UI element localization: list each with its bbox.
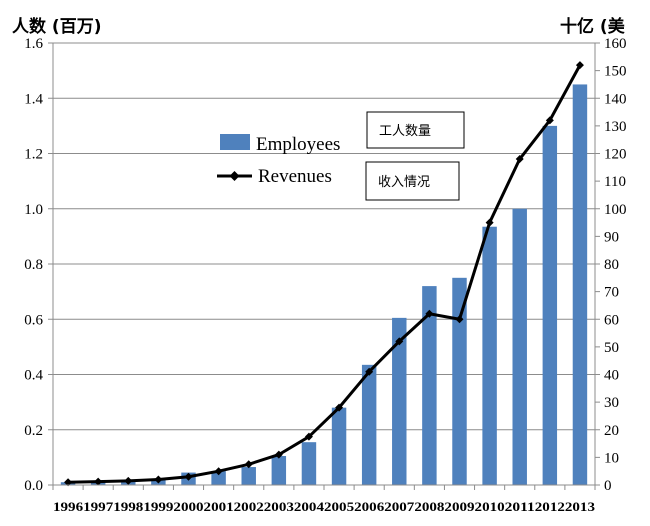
x-tick-label: 2009 xyxy=(444,500,474,514)
x-tick-label: 2011 xyxy=(505,500,535,514)
revenue-point-2002 xyxy=(244,460,253,469)
revenue-point-2000 xyxy=(184,472,193,481)
revenue-point-1997 xyxy=(94,477,103,486)
employee-bar-2006 xyxy=(361,364,377,485)
annotation-employees-text: 工人数量 xyxy=(379,124,431,139)
employee-bar-2008 xyxy=(422,286,437,485)
legend-employees-label: Employees xyxy=(256,134,340,155)
left-tick-label: 0.4 xyxy=(24,368,43,384)
legend-revenues-label: Revenues xyxy=(258,166,332,187)
annotation-revenues-text: 收入情况 xyxy=(378,175,430,190)
right-tick-label: 50 xyxy=(604,340,619,356)
employee-bar-2001 xyxy=(211,471,226,485)
right-tick-label: 0 xyxy=(604,478,612,494)
annotation-revenues: 收入情况 xyxy=(365,161,460,201)
right-tick-label: 130 xyxy=(604,119,627,135)
revenue-point-2003 xyxy=(274,450,283,459)
revenue-point-2012 xyxy=(545,116,554,125)
revenue-point-2006 xyxy=(365,367,374,376)
legend-employees-swatch xyxy=(220,134,250,150)
x-tick-label: 2003 xyxy=(264,500,294,514)
revenue-point-2010 xyxy=(485,218,494,227)
x-tick-label: 1996 xyxy=(53,500,83,514)
x-tick-label: 2010 xyxy=(475,500,505,514)
revenue-point-1996 xyxy=(64,478,73,487)
annotation-employees-box xyxy=(366,111,465,149)
employee-bar-2011 xyxy=(512,208,527,485)
left-tick-label: 0.0 xyxy=(24,478,43,494)
employee-bar-2005 xyxy=(331,407,347,485)
left-axis-title: 人数 (百万) xyxy=(12,16,101,37)
left-axis-ticks: 0.0 0.2 0.4 0.6 0.8 1.0 1.2 1.4 1.6 xyxy=(24,36,53,494)
right-tick-label: 30 xyxy=(604,395,619,411)
x-axis-ticks: 1996 1997 1998 1999 2000 2001 2002 2003 2004 2005… xyxy=(52,485,596,514)
revenue-point-1999 xyxy=(154,475,163,484)
right-tick-label: 20 xyxy=(604,423,619,439)
x-tick-label: 1999 xyxy=(143,500,173,514)
left-tick-label: 0.8 xyxy=(24,257,43,273)
left-tick-label: 1.6 xyxy=(24,36,43,52)
right-axis-ticks: 0 10 20 30 40 50 60 70 80 90 100 110 120 130 140 150 160 xyxy=(595,36,627,494)
legend-revenues-marker xyxy=(229,171,240,181)
revenue-point-2011 xyxy=(515,155,524,164)
x-tick-label: 2000 xyxy=(173,500,203,514)
right-axis-title: 十亿 (美 xyxy=(560,16,626,37)
right-tick-label: 90 xyxy=(604,229,619,245)
x-tick-label: 2008 xyxy=(414,500,444,514)
revenue-line-layer xyxy=(64,61,584,487)
revenue-point-2004 xyxy=(304,432,313,441)
employee-bar-2003 xyxy=(271,455,287,485)
revenue-point-2013 xyxy=(575,61,584,70)
right-tick-label: 110 xyxy=(604,174,626,190)
left-tick-label: 1.2 xyxy=(24,147,43,163)
revenue-point-2007 xyxy=(395,337,404,346)
employee-bar-2012 xyxy=(542,125,558,485)
annotation-revenues-box xyxy=(365,161,460,201)
right-tick-label: 70 xyxy=(604,285,619,301)
revenue-point-2009 xyxy=(455,315,464,324)
revenue-point-2008 xyxy=(425,309,434,318)
x-tick-label: 2006 xyxy=(354,500,384,514)
revenue-line xyxy=(68,64,582,484)
right-tick-label: 140 xyxy=(604,91,627,107)
employee-bar-2002 xyxy=(241,467,256,485)
right-tick-label: 60 xyxy=(604,312,619,328)
x-tick-label: 2004 xyxy=(294,500,325,514)
revenue-point-1998 xyxy=(124,476,133,485)
right-tick-label: 120 xyxy=(604,147,627,163)
revenue-point-2005 xyxy=(335,403,344,412)
x-tick-label: 2005 xyxy=(324,500,354,514)
right-tick-label: 80 xyxy=(604,257,619,273)
left-tick-label: 1.0 xyxy=(24,202,43,218)
x-tick-label: 2012 xyxy=(535,500,565,514)
right-tick-label: 100 xyxy=(604,202,627,218)
left-tick-label: 0.2 xyxy=(24,423,43,439)
left-tick-label: 0.6 xyxy=(24,312,43,328)
x-tick-label: 2001 xyxy=(204,500,234,514)
employee-bar-2009 xyxy=(452,277,467,485)
legend: Employees Revenues xyxy=(217,134,340,187)
x-tick-label: 2013 xyxy=(565,500,595,514)
x-tick-label: 2007 xyxy=(384,500,414,514)
employee-bar-2013 xyxy=(572,84,588,485)
employee-bar-2004 xyxy=(301,442,317,485)
annotation-employees: 工人数量 xyxy=(366,111,465,149)
x-tick-label: 1997 xyxy=(83,500,113,514)
right-tick-label: 150 xyxy=(604,64,627,80)
x-tick-label: 2002 xyxy=(234,500,264,514)
left-tick-label: 1.4 xyxy=(24,91,43,107)
revenue-point-2001 xyxy=(214,467,223,476)
employee-bar-2007 xyxy=(392,317,407,485)
right-tick-label: 40 xyxy=(604,368,619,384)
right-tick-label: 10 xyxy=(604,450,619,466)
employee-bar-2010 xyxy=(482,226,497,486)
x-tick-label: 1998 xyxy=(113,500,143,514)
right-tick-label: 160 xyxy=(604,36,627,52)
